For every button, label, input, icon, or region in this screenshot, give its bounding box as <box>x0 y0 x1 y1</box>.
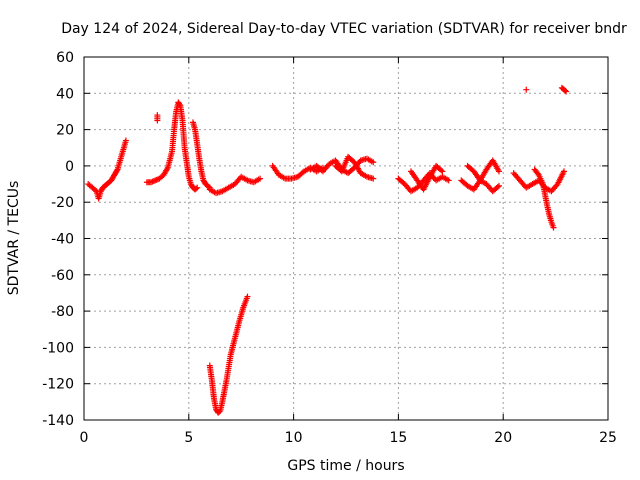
data-point <box>176 101 183 108</box>
y-axis-label: SDTVAR / TECUs <box>6 181 22 296</box>
data-point <box>563 88 570 95</box>
y-tick-label: -40 <box>51 232 74 248</box>
x-tick-label: 20 <box>494 430 512 446</box>
x-tick-label: 15 <box>389 430 407 446</box>
data-point <box>148 179 155 186</box>
x-tick-label: 10 <box>285 430 303 446</box>
data-point <box>153 176 160 183</box>
x-tick-label: 25 <box>599 430 617 446</box>
x-tick-label: 0 <box>80 430 89 446</box>
y-tick-label: -80 <box>51 304 74 320</box>
data-point <box>370 159 377 166</box>
data-point <box>150 178 157 185</box>
data-point <box>152 177 159 184</box>
y-tick-label: -120 <box>42 377 74 393</box>
data-point <box>550 224 557 231</box>
data-point <box>113 167 120 174</box>
data-point <box>244 293 251 300</box>
y-tick-label: -20 <box>51 195 74 211</box>
y-tick-label: 20 <box>56 123 74 139</box>
x-tick-label: 5 <box>184 430 193 446</box>
chart-title: Day 124 of 2024, Sidereal Day-to-day VTE… <box>61 21 627 37</box>
data-point <box>438 167 445 174</box>
y-tick-label: -60 <box>51 268 74 284</box>
data-point <box>496 182 503 189</box>
x-axis-label: GPS time / hours <box>287 458 404 474</box>
y-tick-label: 0 <box>65 159 74 175</box>
y-tick-label: 60 <box>56 50 74 66</box>
y-tick-label: -140 <box>42 413 74 429</box>
data-point <box>154 117 161 124</box>
data-point <box>92 187 99 194</box>
y-ticks: -140 -120 -100 -80 -60 -40 -20 0 20 40 60 <box>42 50 608 429</box>
x-ticks: 0 5 10 15 20 25 <box>80 57 617 446</box>
grid-layer <box>84 57 608 420</box>
data-point <box>149 178 156 185</box>
data-point <box>445 177 452 184</box>
data-point <box>194 184 201 191</box>
y-tick-label: 40 <box>56 86 74 102</box>
y-tick-label: -100 <box>42 340 74 356</box>
data-point <box>560 168 567 175</box>
data-point <box>439 168 446 175</box>
data-point <box>496 168 503 175</box>
data-point <box>370 175 377 182</box>
data-point <box>523 86 530 93</box>
data-point <box>193 185 200 192</box>
data-point <box>257 175 264 182</box>
data-point <box>562 87 569 94</box>
data-point <box>122 137 129 144</box>
data-point <box>205 183 212 190</box>
data-point <box>534 170 541 177</box>
data-points <box>85 84 570 416</box>
data-point <box>494 183 501 190</box>
